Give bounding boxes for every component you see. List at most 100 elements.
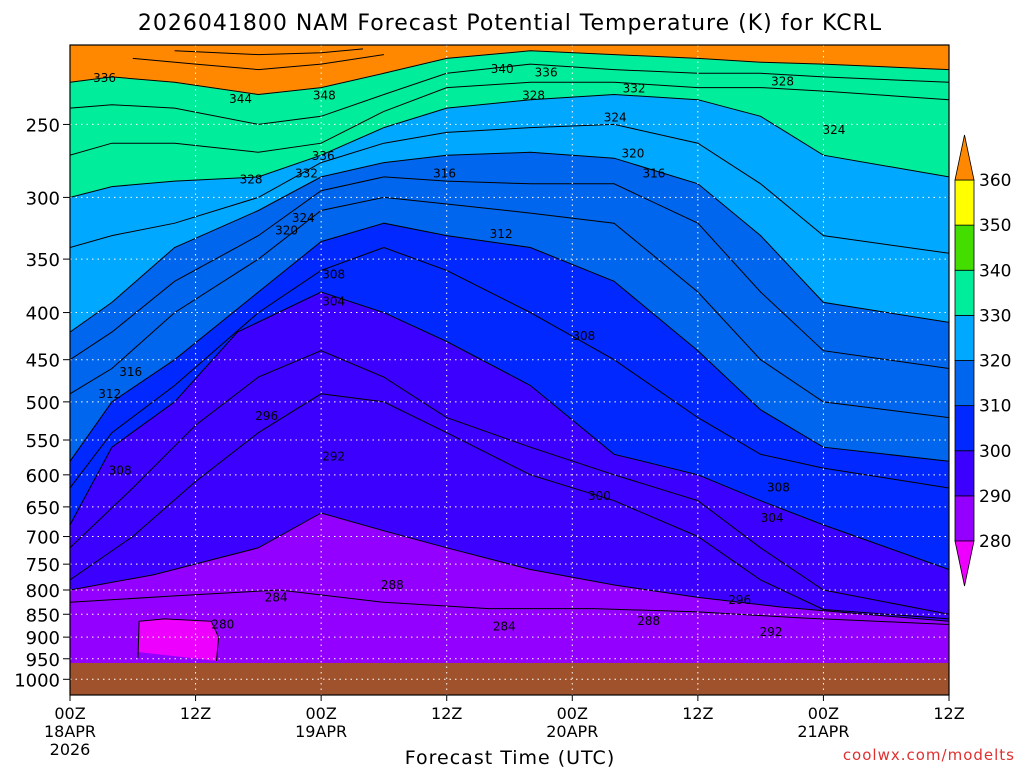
chart-title: 2026041800 NAM Forecast Potential Temper… (138, 11, 882, 36)
x-tick-label: 19APR (295, 722, 347, 741)
contour-label: 284 (265, 590, 288, 604)
colorbar-label: 280 (979, 532, 1011, 552)
contour-label: 328 (771, 74, 794, 88)
colorbar-segment-330 (954, 269, 975, 316)
x-tick-label: 18APR (44, 722, 96, 741)
contour-label: 308 (767, 481, 790, 495)
colorbar-segment-320 (954, 314, 975, 361)
contour-label: 336 (535, 65, 558, 79)
colorbar-segment-350 (954, 179, 975, 226)
contour-label: 316 (642, 167, 665, 181)
credit-text: coolwx.com/modelts (843, 746, 1015, 764)
isentrope-contours (70, 48, 949, 661)
colorbar-label: 290 (979, 487, 1011, 507)
contour-label: 296 (728, 593, 751, 607)
isentrope-328k (70, 93, 949, 198)
isentrope-332k (70, 81, 949, 156)
isentrope-344k (132, 54, 384, 71)
colorbar-label: 310 (979, 397, 1011, 417)
y-tick-label: 250 (26, 115, 60, 136)
y-tick-label: 500 (26, 393, 60, 414)
contour-label: 284 (493, 619, 516, 633)
contour-label: 316 (119, 365, 142, 379)
isentrope-288k (70, 512, 949, 622)
plot-frame (69, 44, 950, 696)
contour-label: 312 (490, 227, 513, 241)
colorbar: 280 290 300 310 320 330 340 350 360 (954, 134, 1011, 587)
contour-label: 304 (761, 511, 784, 525)
x-tick-label: 00Z (808, 704, 839, 723)
x-tick-label: 21APR (797, 722, 849, 741)
colorbar-label: 330 (979, 306, 1011, 326)
contour-label: 344 (229, 92, 252, 106)
colorbar-label: 350 (979, 216, 1011, 236)
contour-label: 324 (822, 123, 845, 137)
y-tick-label: 650 (26, 498, 60, 519)
colorbar-label: 320 (979, 352, 1011, 372)
contour-label: 308 (322, 268, 345, 282)
fill-band-280k (70, 590, 949, 663)
colorbar-segment-300 (954, 405, 975, 452)
contour-label: 296 (255, 409, 278, 423)
contour-label: 332 (295, 167, 318, 181)
colorbar-segment-340 (954, 224, 975, 271)
colorbar-segment-310 (954, 360, 975, 407)
x-tick-label: 12Z (180, 704, 211, 723)
contour-label: 280 (211, 618, 234, 632)
contour-label: 312 (98, 387, 121, 401)
contour-label: 292 (322, 450, 345, 464)
y-tick-label: 300 (26, 188, 60, 209)
ground-below-surface (70, 662, 949, 695)
colorbar-high-arrow (954, 134, 975, 181)
y-tick-label: 750 (26, 555, 60, 576)
contour-label: 320 (275, 223, 298, 237)
contour-label: 288 (381, 578, 404, 592)
x-tick-label: 12Z (431, 704, 462, 723)
isentrope-348k (174, 48, 364, 56)
x-tick-label: 20APR (546, 722, 598, 741)
contour-label: 332 (623, 82, 646, 96)
x-tick-label: 12Z (933, 704, 964, 723)
contour-label: 304 (322, 294, 345, 308)
y-tick-label: 850 (26, 605, 60, 626)
y-tick-label: 350 (26, 250, 60, 271)
contour-label: 348 (313, 89, 336, 103)
y-tick-label: 900 (26, 628, 60, 649)
contour-label: 288 (637, 614, 660, 628)
y-tick-label: 800 (26, 581, 60, 602)
colorbar-low-arrow (954, 540, 975, 587)
contour-label: 292 (760, 625, 783, 639)
x-tick-label: 00Z (54, 704, 85, 723)
contour-label: 308 (572, 329, 595, 343)
y-tick-label: 700 (26, 528, 60, 549)
y-tick-label: 600 (26, 466, 60, 487)
x-axis-label: Forecast Time (UTC) (405, 747, 615, 768)
x-tick-label: 12Z (682, 704, 713, 723)
grid (70, 45, 949, 695)
isentrope-292k (70, 393, 949, 620)
isentrope-284k (70, 589, 949, 625)
contour-label: 340 (491, 62, 514, 76)
contour-labels: 336 344 348 340 336 328 328 332 324 324 320 316 316 3… (93, 62, 845, 639)
contour-label: 316 (433, 167, 456, 181)
y-tick-label: 950 (26, 650, 60, 671)
isentrope-340k (70, 50, 949, 96)
contour-label: 300 (588, 489, 611, 503)
colorbar-segment-280 (954, 495, 975, 542)
x-tick-label: 00Z (305, 704, 336, 723)
y-tick-label: 400 (26, 304, 60, 325)
contour-label: 328 (240, 172, 263, 186)
contour-label: 328 (522, 89, 545, 103)
isentrope-316k (70, 176, 949, 369)
y-tick-label: 550 (26, 431, 60, 452)
contour-label: 336 (312, 149, 335, 163)
contour-label: 336 (93, 71, 116, 85)
contour-label: 324 (604, 110, 627, 124)
isentrope-304k (70, 246, 949, 489)
colorbar-label: 360 (979, 171, 1011, 191)
colorbar-label: 340 (979, 261, 1011, 281)
isentrope-fills (70, 45, 949, 663)
x-tick-label: 2026 (50, 740, 91, 759)
